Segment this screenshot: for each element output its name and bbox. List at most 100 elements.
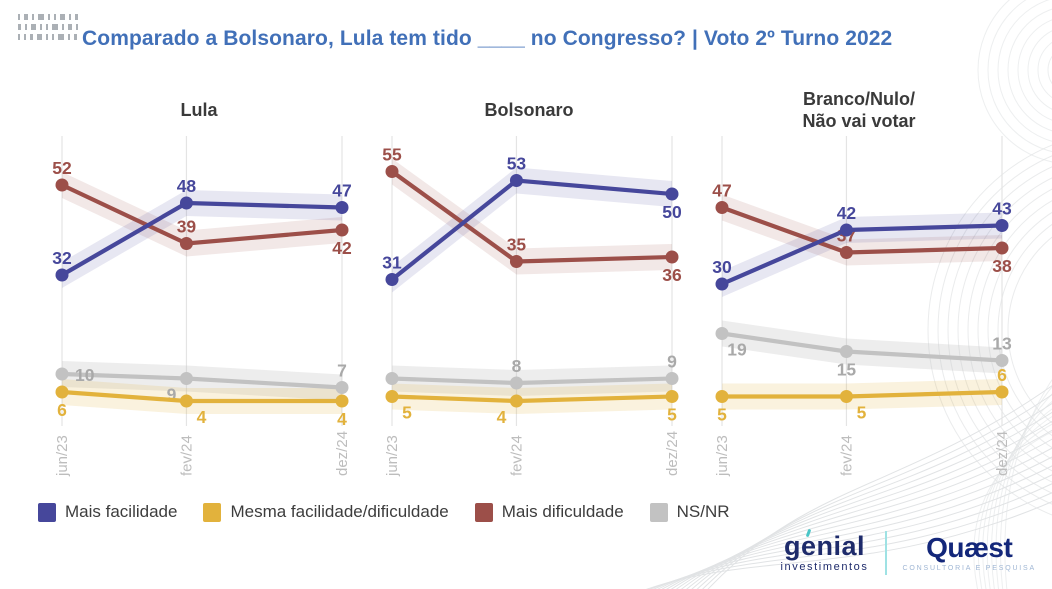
value-label-mais-facilidade: 32	[52, 248, 72, 268]
genial-logo-text: genial	[784, 528, 865, 560]
data-point-mais-dificuldade	[179, 237, 193, 250]
page-title: Comparado a Bolsonaro, Lula tem tido ___…	[82, 27, 893, 50]
chart-svg-lula: jun/23 fev/24 dez/24 10 9 7 6 4 4 52 39 42 32 48 47	[52, 136, 352, 477]
value-label-mais-facilidade: 50	[662, 202, 682, 222]
confidence-band-ns-nr	[722, 320, 1002, 374]
legend-label: Mais facilidade	[65, 502, 178, 521]
value-label-ns-nr: 7	[337, 361, 347, 381]
dash-mark	[24, 14, 28, 20]
dash-mark	[68, 34, 70, 40]
value-label-mais-dificuldade: 52	[52, 158, 72, 178]
data-point-mesma-facilidade-dificuldade	[509, 394, 523, 408]
value-label-mais-facilidade: 42	[837, 203, 857, 223]
legend-item-mais-facilidade: Mais facilidade	[38, 502, 177, 522]
confidence-band-mais-dificuldade	[392, 158, 672, 275]
dash-mark	[40, 24, 42, 30]
dash-mark	[30, 34, 33, 40]
legend-swatch-mesma-facilidade	[203, 502, 222, 522]
chart-panel-bolsonaro: Bolsonaro jun/23 fev/24 dez/24 8 9 5 4 5 55 35 36 3…	[364, 86, 694, 484]
data-point-mais-facilidade	[179, 196, 193, 210]
dash-mark	[76, 24, 78, 30]
data-point-mesma-facilidade-dificuldade	[715, 390, 729, 403]
data-point-mais-dificuldade	[715, 201, 729, 214]
data-point-ns-nr	[385, 372, 399, 385]
data-point-mais-dificuldade	[995, 241, 1009, 255]
charts-row: Lula jun/23 fev/24 dez/24 10 9 7 6 4 4 52 39 42 32 48…	[34, 86, 1024, 484]
genial-logo-subtext: investimentos	[780, 561, 869, 573]
value-label-ns-nr: 9	[667, 352, 677, 372]
data-point-mais-facilidade	[715, 277, 729, 291]
data-point-ns-nr	[179, 372, 193, 385]
legend-swatch-mais-dificuldade	[474, 502, 493, 522]
x-tick-label: dez/24	[994, 431, 1011, 476]
data-point-mais-facilidade	[55, 268, 69, 282]
value-label-mais-facilidade: 48	[177, 176, 197, 196]
dash-mark	[46, 24, 48, 30]
panel-title-bolsonaro: Bolsonaro	[484, 99, 574, 120]
value-label-ns-nr: 13	[992, 334, 1012, 354]
legend-item-ns-nr: NS/NR	[649, 502, 730, 522]
quaest-logo: Quæst CONSULTORIA E PESQUISA	[902, 532, 1036, 573]
dash-mark	[52, 24, 58, 30]
value-label-mesma-facilidade-dificuldade: 5	[857, 403, 867, 423]
value-label-ns-nr: 19	[727, 340, 747, 360]
value-label-mesma-facilidade-dificuldade: 4	[197, 407, 207, 427]
value-label-mais-dificuldade: 39	[177, 217, 197, 237]
dash-mark	[69, 14, 71, 20]
value-label-mais-dificuldade: 36	[662, 265, 682, 285]
dash-mark	[24, 34, 26, 40]
value-label-mesma-facilidade-dificuldade: 5	[717, 405, 727, 425]
x-tick-label: jun/23	[384, 435, 401, 477]
data-point-mais-dificuldade	[385, 165, 399, 178]
value-label-mais-facilidade: 31	[382, 253, 402, 273]
dash-mark	[75, 14, 78, 20]
value-label-mais-facilidade: 53	[507, 154, 527, 174]
data-point-mais-dificuldade	[665, 250, 679, 264]
dash-mark	[25, 24, 27, 30]
value-label-ns-nr: 9	[167, 385, 177, 405]
data-point-mesma-facilidade-dificuldade	[55, 385, 69, 399]
value-label-mesma-facilidade-dificuldade: 5	[402, 403, 412, 423]
confidence-band-mesma-facilidade-dificuldade	[62, 379, 342, 414]
data-point-mais-facilidade	[335, 201, 349, 214]
data-point-mais-facilidade	[385, 273, 399, 286]
x-tick-label: fev/24	[508, 435, 525, 476]
dash-mark	[18, 24, 21, 30]
dash-mark	[62, 24, 64, 30]
value-label-mais-facilidade: 43	[992, 199, 1012, 219]
dash-mark	[68, 24, 72, 30]
dash-mark	[74, 34, 77, 40]
chart-panel-lula: Lula jun/23 fev/24 dez/24 10 9 7 6 4 4 52 39 42 32 48…	[34, 86, 364, 484]
data-point-ns-nr	[509, 376, 523, 390]
dash-mark	[48, 14, 50, 20]
value-label-mais-dificuldade: 38	[992, 256, 1012, 276]
data-point-mais-facilidade	[509, 174, 523, 187]
value-label-mesma-facilidade-dificuldade: 6	[997, 365, 1007, 385]
quaest-logo-subtext: CONSULTORIA E PESQUISA	[902, 565, 1036, 572]
dash-mark	[18, 14, 20, 20]
data-point-ns-nr	[55, 367, 69, 381]
dash-mark	[58, 34, 64, 40]
chart-legend: Mais facilidade Mesma facilidade/dificul…	[38, 502, 730, 522]
barcode-decoration	[18, 14, 78, 40]
value-label-mais-dificuldade: 35	[507, 235, 527, 255]
dash-mark	[32, 14, 34, 20]
value-label-ns-nr: 15	[837, 360, 857, 380]
data-point-mesma-facilidade-dificuldade	[179, 394, 193, 408]
dash-mark	[38, 14, 44, 20]
value-label-mais-dificuldade: 47	[712, 181, 731, 201]
quaest-logo-text: Quæst	[926, 532, 1013, 563]
legend-label: Mesma facilidade/dificuldade	[230, 502, 449, 521]
legend-label: Mais dificuldade	[501, 502, 624, 521]
data-point-mesma-facilidade-dificuldade	[839, 390, 853, 403]
legend-item-mesma-facilidade: Mesma facilidade/dificuldade	[203, 502, 449, 522]
value-label-mesma-facilidade-dificuldade: 6	[57, 400, 67, 420]
x-tick-label: fev/24	[178, 435, 195, 476]
x-tick-label: dez/24	[664, 431, 681, 476]
value-label-mais-facilidade: 47	[332, 181, 351, 201]
value-label-ns-nr: 10	[75, 365, 95, 385]
legend-swatch-mais-facilidade	[38, 502, 56, 522]
data-point-mesma-facilidade-dificuldade	[385, 390, 399, 403]
